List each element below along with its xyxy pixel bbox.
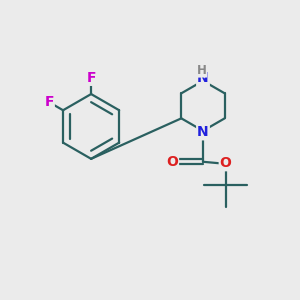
Text: O: O: [220, 156, 232, 170]
Text: F: F: [44, 95, 54, 109]
Text: H: H: [196, 64, 206, 77]
Text: O: O: [166, 155, 178, 169]
Text: N: N: [197, 125, 209, 139]
Text: F: F: [86, 71, 96, 85]
Text: N: N: [197, 71, 209, 85]
